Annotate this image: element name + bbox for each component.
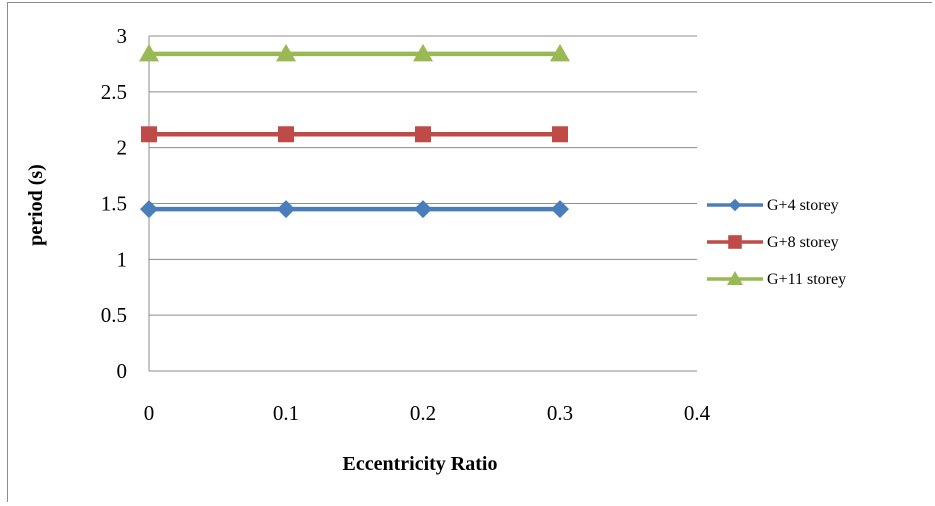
y-tick-label: 0 [117, 359, 128, 383]
y-tick-labels: 0 0.5 1 1.5 2 2.5 3 [101, 24, 127, 383]
data-point-marker [141, 126, 157, 143]
legend-marker [728, 198, 742, 212]
legend-marker [728, 235, 742, 249]
y-tick-label: 0.5 [101, 303, 127, 327]
x-axis-title: Eccentricity Ratio [343, 453, 498, 475]
x-tick-labels: 0 0.1 0.2 0.3 0.4 [144, 401, 711, 425]
legend: G+4 storey G+8 storey G+11 storey [707, 197, 846, 288]
data-point-marker [277, 200, 295, 219]
y-axis-title: period (s) [25, 164, 47, 246]
y-tick-label: 2.5 [101, 80, 127, 104]
gridlines [149, 35, 697, 316]
data-point-marker [414, 200, 432, 219]
series-group [139, 43, 570, 219]
series-2 [141, 126, 568, 143]
series-3 [139, 43, 570, 62]
y-tick-label: 1.5 [101, 192, 127, 216]
data-point-marker [551, 200, 569, 219]
legend-entry: G+4 storey [707, 197, 839, 214]
data-point-marker [278, 126, 294, 143]
data-point-marker [415, 126, 431, 143]
legend-label: G+11 storey [767, 271, 846, 288]
x-tick-label: 0.4 [684, 401, 711, 425]
y-tick-label: 1 [117, 247, 128, 271]
data-point-marker [140, 200, 158, 219]
data-point-marker [139, 43, 159, 62]
legend-entry: G+8 storey [707, 234, 839, 251]
x-tick-label: 0.1 [273, 401, 299, 425]
chart-frame [7, 2, 932, 502]
series-1 [140, 200, 569, 219]
x-tick-label: 0 [144, 401, 155, 425]
y-tick-label: 3 [117, 24, 128, 48]
legend-marker [727, 271, 743, 285]
legend-entry: G+11 storey [707, 271, 846, 288]
data-point-marker [552, 126, 568, 143]
legend-label: G+8 storey [767, 234, 839, 251]
data-point-marker [413, 43, 433, 62]
data-point-marker [276, 43, 296, 62]
y-tick-label: 2 [117, 136, 128, 160]
x-tick-label: 0.3 [547, 401, 573, 425]
x-tick-label: 0.2 [410, 401, 436, 425]
legend-label: G+4 storey [767, 197, 839, 214]
data-point-marker [550, 43, 570, 62]
